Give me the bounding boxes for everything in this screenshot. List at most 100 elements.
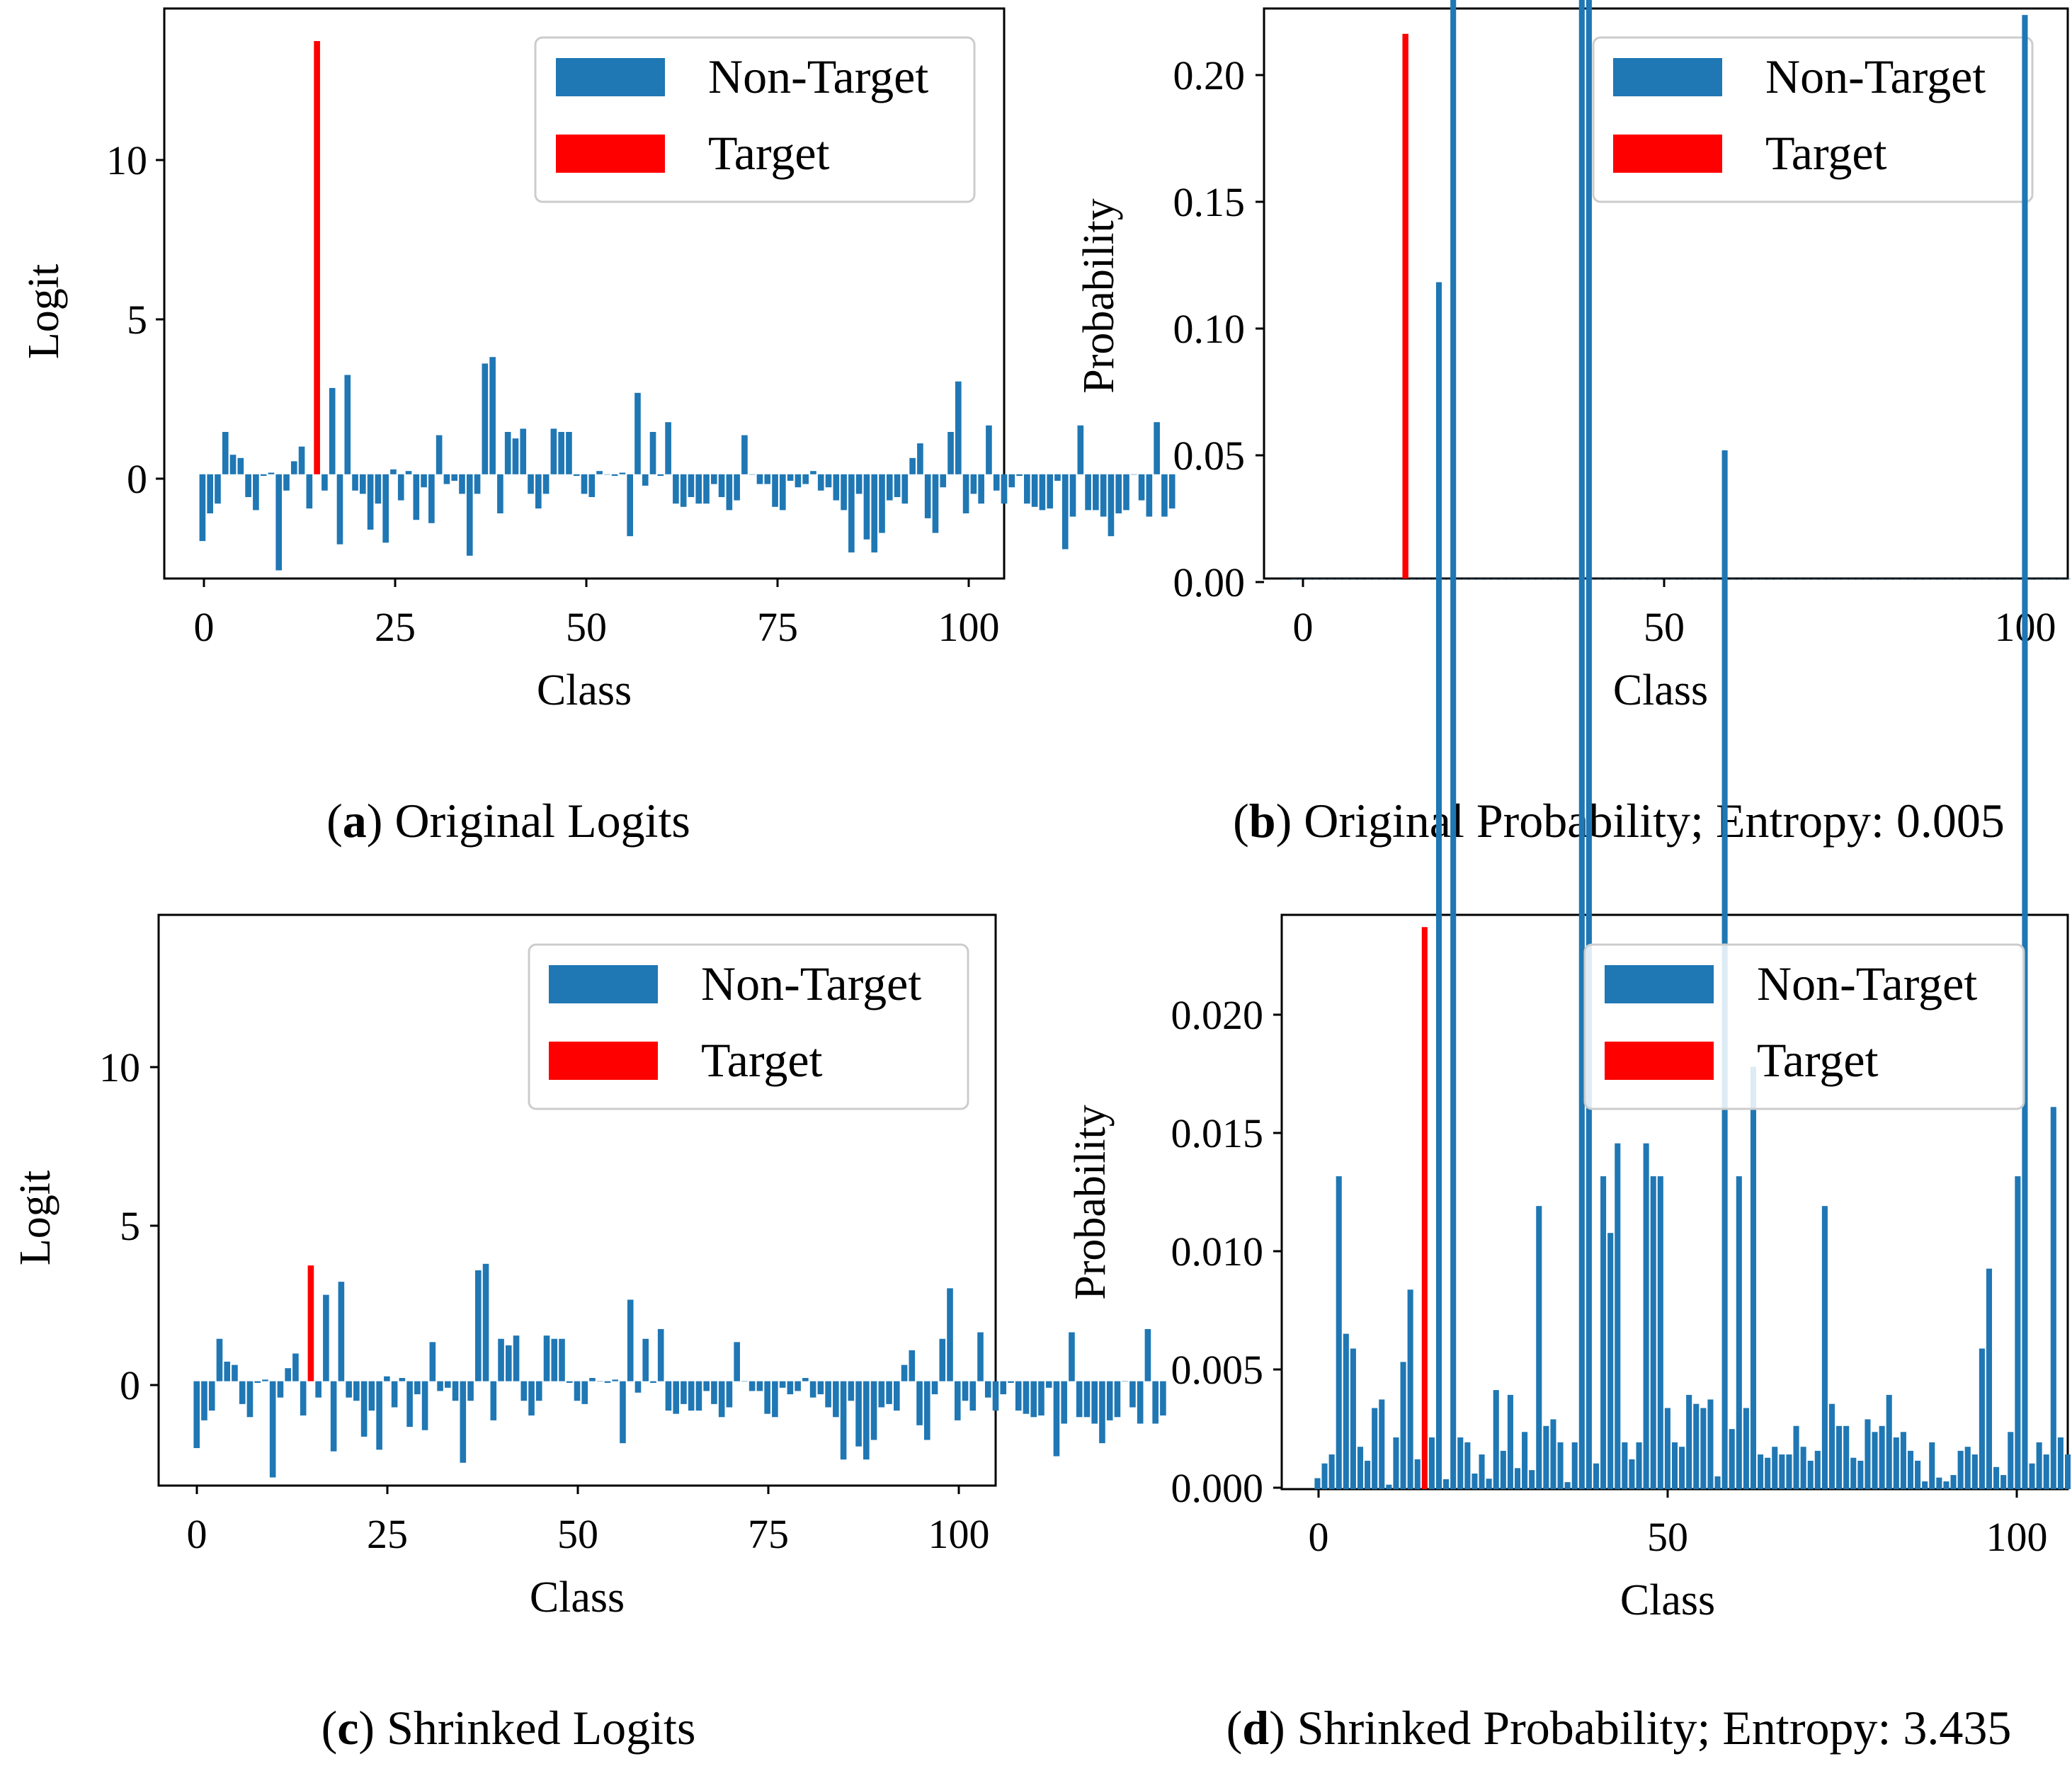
panel-c: 10 5 0 0 25 50 75 100 Class Logit Non-Ta…	[11, 913, 1166, 1755]
non-target-bar	[855, 1381, 862, 1447]
non-target-bar	[1129, 1381, 1136, 1408]
non-target-bar	[277, 1381, 284, 1398]
legend-swatch-target	[549, 1042, 658, 1080]
non-target-bar	[673, 1381, 679, 1414]
y-axis-label: Probability	[1066, 1105, 1115, 1300]
non-target-bar	[451, 474, 458, 481]
non-target-bar	[962, 1381, 969, 1401]
non-target-bar	[391, 1381, 398, 1408]
non-target-bar	[520, 1381, 528, 1401]
non-target-bar	[414, 1381, 421, 1395]
y-axis-label: Logit	[11, 1170, 59, 1265]
y-tick-label: 0.00	[1173, 559, 1246, 605]
non-target-bar	[1428, 1437, 1435, 1489]
non-target-bar	[535, 474, 542, 509]
non-target-bar	[1700, 1408, 1707, 1489]
non-target-bar	[275, 474, 283, 571]
non-target-bar	[1586, 0, 1592, 1489]
non-target-bar	[840, 1381, 847, 1460]
non-target-bar	[1001, 474, 1008, 504]
non-target-bar	[894, 1381, 900, 1411]
non-target-bar	[1736, 1176, 1742, 1489]
non-target-bar	[260, 474, 267, 477]
non-target-bar	[748, 474, 756, 475]
non-target-bar	[1550, 1419, 1556, 1489]
non-target-bar	[405, 471, 412, 474]
non-target-bar	[1936, 1477, 1942, 1489]
non-target-bar	[1507, 1394, 1513, 1489]
non-target-bar	[1758, 1454, 1764, 1489]
non-target-bar	[283, 474, 290, 491]
non-target-bar	[764, 1381, 770, 1414]
non-target-bar	[384, 1376, 390, 1382]
y-tick-label: 10	[106, 137, 147, 183]
non-target-bar	[848, 474, 855, 553]
x-tick-label: 75	[748, 1511, 789, 1557]
non-target-bar	[1836, 1425, 1843, 1489]
non-target-bar	[229, 455, 237, 474]
non-target-bar	[512, 438, 519, 474]
y-tick-label: 0.10	[1173, 306, 1246, 352]
non-target-bar	[1400, 1362, 1406, 1489]
non-target-bar	[642, 474, 649, 486]
non-target-bar	[2029, 1463, 2035, 1489]
non-target-bar	[681, 1381, 687, 1404]
non-target-bar	[848, 1381, 855, 1401]
non-target-bar	[1593, 1463, 1600, 1489]
non-target-bar	[452, 1381, 459, 1401]
x-ticks: 0 25 50 75 100	[194, 579, 1000, 650]
non-target-bar	[665, 422, 671, 474]
non-target-bar	[1039, 474, 1046, 511]
non-target-bar	[1137, 1381, 1144, 1424]
panel-d: 0.020 0.015 0.010 0.005 0.000 0 50 100 C…	[1066, 0, 2071, 1755]
non-target-bar	[1435, 282, 1442, 1489]
non-target-bar	[1843, 1425, 1850, 1489]
non-target-bar	[1464, 1442, 1471, 1489]
non-target-bar	[397, 474, 404, 501]
non-target-bar	[1957, 1450, 1964, 1489]
non-target-bar	[802, 474, 809, 484]
non-target-bar	[1807, 1460, 1814, 1489]
caption: (c) Shrinked Logits	[321, 1701, 696, 1755]
x-tick-label: 50	[557, 1511, 598, 1557]
caption-label: a	[343, 794, 367, 848]
target-bar	[314, 41, 320, 474]
non-target-bar	[886, 474, 893, 501]
non-target-bar	[748, 1381, 756, 1391]
non-target-bar	[855, 474, 863, 494]
y-ticks: 10 5 0	[99, 1044, 159, 1408]
legend-swatch-target	[1613, 135, 1722, 173]
non-target-bar	[901, 1365, 908, 1382]
non-target-bar	[894, 474, 901, 497]
non-target-bar	[1779, 1454, 1785, 1489]
non-target-bar	[825, 474, 832, 488]
non-target-bar	[474, 474, 481, 494]
non-target-bar	[2000, 1475, 2007, 1489]
non-target-bar	[239, 1381, 246, 1404]
non-target-bar	[2064, 1454, 2071, 1489]
non-target-bar	[947, 1288, 953, 1382]
y-axis-label: Logit	[20, 264, 68, 359]
non-target-bar	[268, 472, 275, 474]
non-target-bar	[1657, 1176, 1663, 1489]
non-target-bar	[932, 474, 939, 533]
non-target-bar	[1600, 1176, 1607, 1489]
non-target-bar	[1083, 1381, 1091, 1418]
axes-frame	[163, 7, 1006, 580]
non-target-bar	[711, 1381, 717, 1404]
non-target-bar	[1372, 1408, 1378, 1489]
non-target-bar	[1008, 474, 1015, 488]
non-target-bar	[390, 469, 397, 474]
non-target-bar	[1123, 474, 1129, 511]
non-target-bar	[1054, 474, 1061, 481]
x-tick-label: 0	[187, 1511, 207, 1557]
non-target-bar	[201, 1381, 207, 1420]
non-target-bar	[1607, 1233, 1614, 1489]
caption-text: Shrinked Probability; Entropy: 3.435	[1297, 1701, 2012, 1755]
y-tick-label: 5	[120, 1203, 140, 1249]
non-target-bar	[2043, 1454, 2049, 1489]
non-target-bar	[710, 474, 717, 484]
non-target-bar	[649, 432, 656, 474]
non-target-bar	[1821, 1206, 1828, 1489]
caption-text: Original Logits	[394, 794, 690, 848]
